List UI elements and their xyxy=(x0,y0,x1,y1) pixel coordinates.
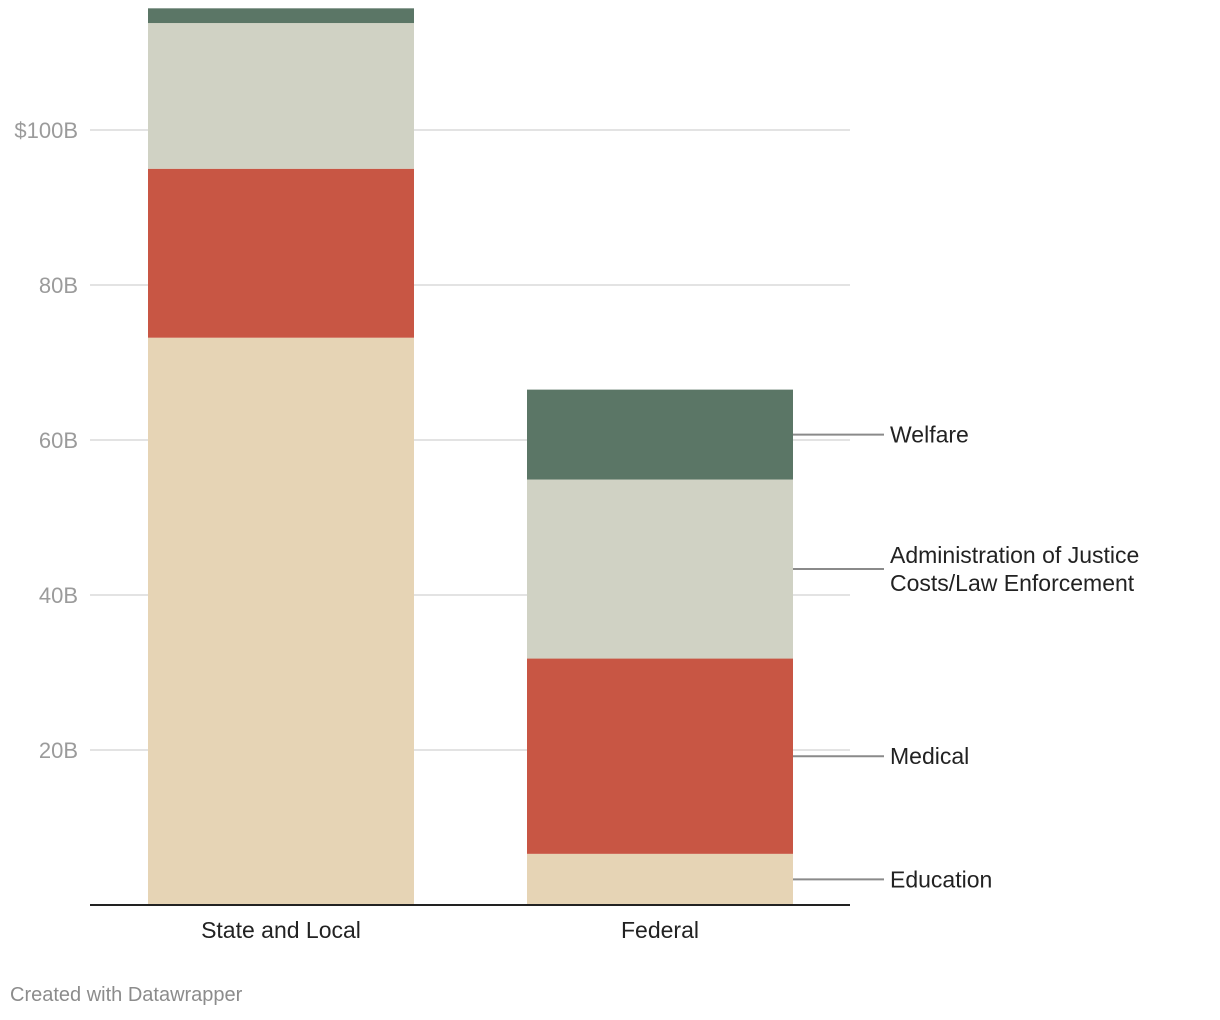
y-tick-label: 40B xyxy=(39,583,78,608)
bar-segment-administration-of-justice-costs-law-enforcement xyxy=(148,23,414,169)
series-label: Medical xyxy=(890,743,969,769)
y-tick-label: 80B xyxy=(39,273,78,298)
bar-segment-education xyxy=(527,853,793,905)
series-label: Welfare xyxy=(890,422,969,448)
x-category-label: State and Local xyxy=(201,917,361,943)
bar-segment-medical xyxy=(527,658,793,854)
bar-segment-welfare xyxy=(527,389,793,480)
bar-segment-welfare xyxy=(148,8,414,24)
y-tick-label: 60B xyxy=(39,428,78,453)
y-tick-label: 20B xyxy=(39,738,78,763)
bar-segment-administration-of-justice-costs-law-enforcement xyxy=(527,479,793,659)
bar-segment-medical xyxy=(148,168,414,338)
y-axis-ticks: 20B 40B 60B 80B $100B xyxy=(14,118,78,763)
credit-footer: Created with Datawrapper xyxy=(10,984,243,1006)
series-label: Administration of Justice Costs/Law Enfor… xyxy=(890,542,1139,596)
bar-segment-education xyxy=(148,337,414,905)
bars xyxy=(148,8,793,905)
x-axis-categories: State and Local Federal xyxy=(201,917,699,943)
y-tick-label: $100B xyxy=(14,118,78,143)
x-category-label: Federal xyxy=(621,917,699,943)
series-label: Education xyxy=(890,866,992,892)
series-direct-labels: Education Medical Administration of Justic… xyxy=(793,422,1139,892)
